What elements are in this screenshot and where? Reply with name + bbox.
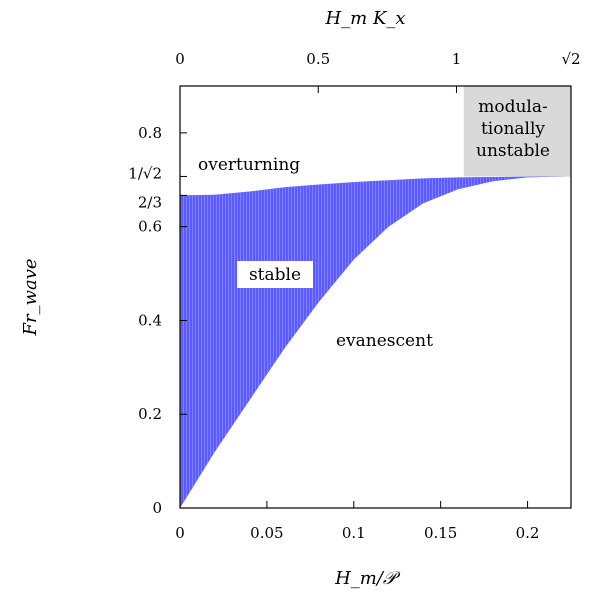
modulational-label: tionally xyxy=(481,119,545,139)
top-tick-label: 1 xyxy=(452,50,462,68)
x-tick-label: 0.15 xyxy=(424,524,457,542)
top-tick-label: 0.5 xyxy=(306,50,330,68)
y-tick-label: 0.6 xyxy=(138,218,162,236)
modulational-label: modula- xyxy=(478,97,548,117)
y-tick-label: 0 xyxy=(152,499,162,517)
stable-region-hatch xyxy=(180,176,571,508)
y-axis-label: Fr_wave xyxy=(20,258,41,336)
stable-label: stable xyxy=(249,265,301,285)
top-axis-label: H_m K_x xyxy=(324,8,405,29)
special-tick-label: 2/3 xyxy=(138,193,162,211)
x-tick-label: 0.1 xyxy=(342,524,366,542)
top-tick-label: √2 xyxy=(561,50,580,68)
x-tick-label: 0 xyxy=(175,524,185,542)
evanescent-label: evanescent xyxy=(336,331,433,351)
y-tick-label: 0.4 xyxy=(138,311,162,329)
stable-label-box xyxy=(237,261,313,288)
overturning-label: overturning xyxy=(198,155,300,175)
x-tick-label: 0.05 xyxy=(250,524,283,542)
y-tick-label: 0.8 xyxy=(138,124,162,142)
special-tick-label: 1/√2 xyxy=(128,164,162,182)
plot-frame xyxy=(179,85,572,509)
top-tick-label: 0 xyxy=(175,50,185,68)
x-axis-label: H_m/𝒫 xyxy=(334,568,401,589)
unstable-region xyxy=(463,86,571,177)
modulational-label: unstable xyxy=(476,141,550,161)
y-tick-label: 0.2 xyxy=(138,405,162,423)
x-tick-label: 0.2 xyxy=(516,524,540,542)
